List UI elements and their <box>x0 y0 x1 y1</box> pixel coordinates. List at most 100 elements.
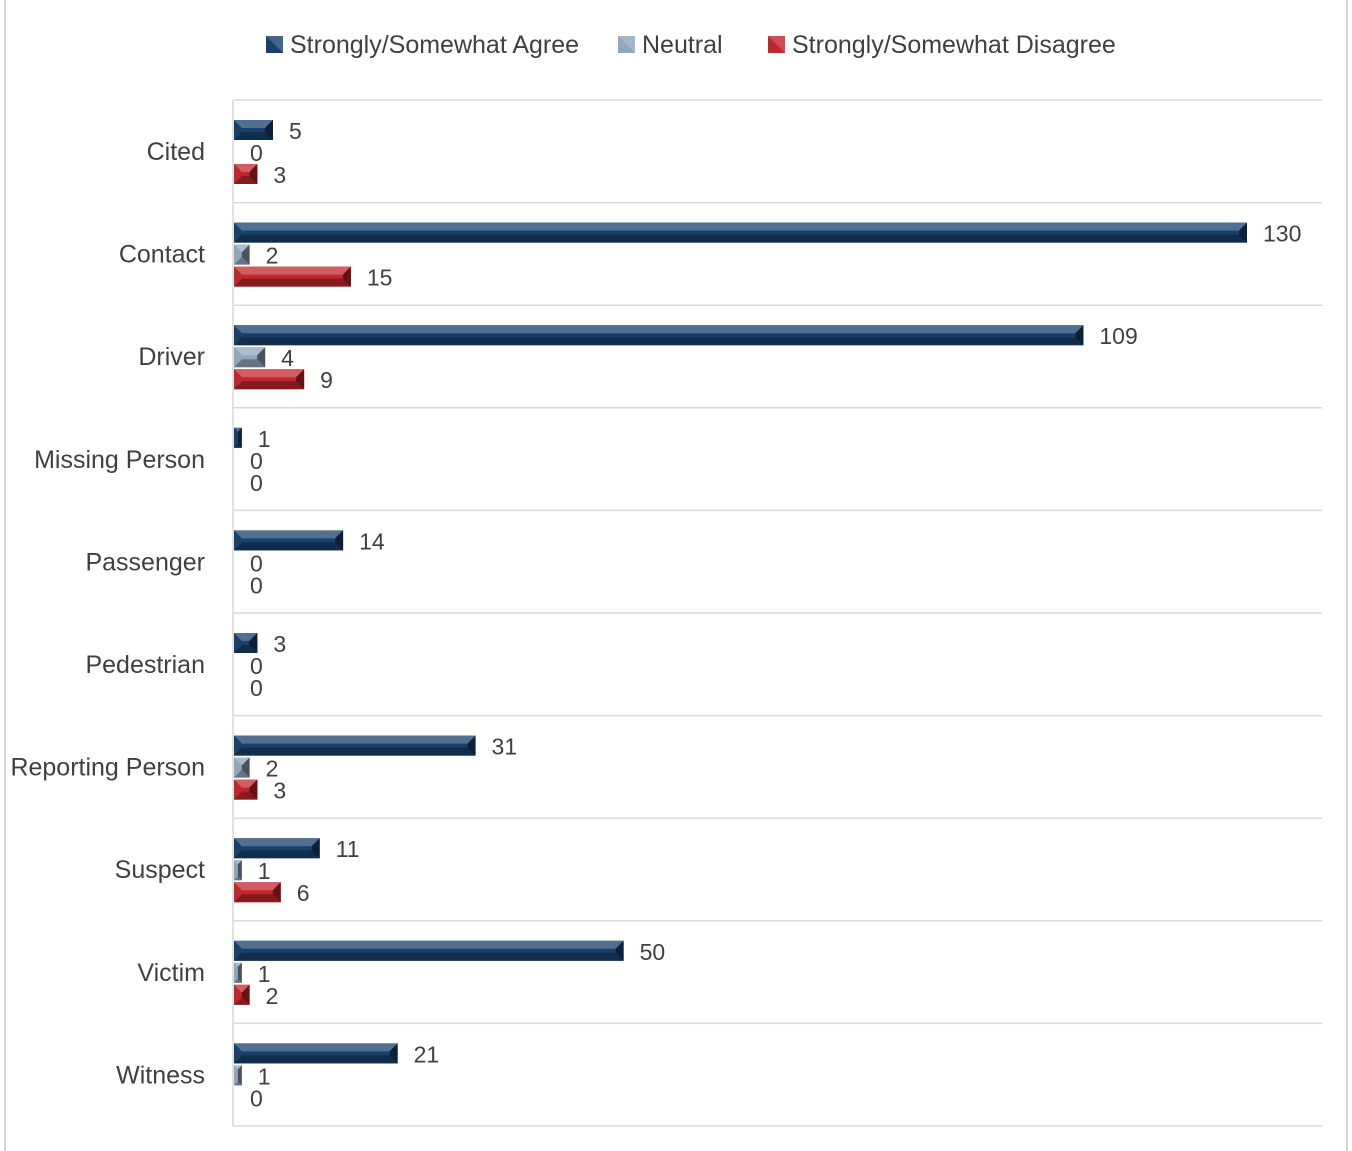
category-label: Suspect <box>115 856 205 884</box>
bar-bevel-bottom <box>234 997 250 1005</box>
bar-bevel-bottom <box>234 645 258 653</box>
bar-bevel-top <box>234 325 1084 334</box>
bar <box>234 369 305 390</box>
bar <box>234 779 258 800</box>
chart-frame: Strongly/Somewhat Agree Neutral Strongly/S… <box>4 0 1348 1151</box>
bar-bevel-right <box>237 427 242 448</box>
bar-bevel-top <box>234 1065 242 1070</box>
bar-bevel-top <box>234 427 242 432</box>
bar-bevel-top <box>234 757 250 766</box>
category-label: Victim <box>137 959 205 987</box>
bar <box>234 962 242 983</box>
data-label: 1 <box>258 961 271 987</box>
category-label: Pedestrian <box>85 651 205 679</box>
bar-bevel-right <box>257 347 266 368</box>
legend-item: Strongly/Somewhat Agree <box>266 31 579 59</box>
data-label: 50 <box>640 939 666 965</box>
bar-bevel-right <box>272 882 281 903</box>
bar-bevel-top <box>234 962 242 967</box>
bar-bevel-right <box>241 244 250 265</box>
bar-bevel-bottom <box>234 132 273 140</box>
data-label: 0 <box>250 653 263 679</box>
data-label: 11 <box>336 836 360 862</box>
bar-bevel-right <box>296 369 305 390</box>
bar-bevel-bottom <box>234 876 242 881</box>
bar-bevel-bottom <box>234 894 281 903</box>
category-label: Witness <box>116 1061 205 1089</box>
bar-bevel-bottom <box>234 542 344 551</box>
bar-bevel-right <box>389 1043 398 1064</box>
category-label: Missing Person <box>34 446 205 474</box>
bar-bevel-top <box>234 633 258 641</box>
data-label: 9 <box>320 367 333 393</box>
bar <box>234 940 624 961</box>
bar-bevel-right <box>241 984 250 1005</box>
bar <box>234 735 476 756</box>
bar <box>234 1065 242 1086</box>
data-label: 15 <box>367 265 393 291</box>
bar-bevel-right <box>342 266 351 287</box>
bar-bevel-right <box>1075 325 1084 346</box>
bar-bevel-bottom <box>234 978 242 983</box>
bar-bevel-top <box>234 984 250 993</box>
category-label: Cited <box>147 138 205 166</box>
bar <box>234 266 351 287</box>
bar-bevel-right <box>467 735 476 756</box>
bar-bevel-bottom <box>234 747 476 756</box>
bar-bevel-top <box>234 244 250 253</box>
data-label: 3 <box>273 162 286 188</box>
bar-bevel-bottom <box>234 443 242 448</box>
category-label: Passenger <box>85 548 205 576</box>
legend-swatch-highlight <box>618 36 635 53</box>
bar-bevel-top <box>234 1043 398 1052</box>
legend-swatch-highlight <box>768 36 785 53</box>
legend-swatch-highlight <box>266 36 283 53</box>
bar-bevel-bottom <box>234 791 258 800</box>
bar <box>234 325 1084 346</box>
bar <box>234 427 242 448</box>
bar-bevel-bottom <box>234 1081 242 1086</box>
bar-bevel-right <box>1239 222 1247 243</box>
bar-bevel-bottom <box>234 952 624 961</box>
data-label: 0 <box>250 550 263 576</box>
bar-bevel-top <box>234 860 242 865</box>
data-label: 2 <box>266 756 279 782</box>
data-label: 5 <box>289 118 302 144</box>
data-label: 109 <box>1099 323 1137 349</box>
bar-bevel-top <box>234 530 344 539</box>
bar-bevel-top <box>234 120 273 128</box>
bar-bevel-bottom <box>234 337 1084 346</box>
bar-bevel-right <box>249 164 258 184</box>
legend-label: Strongly/Somewhat Agree <box>290 31 579 59</box>
bar-bevel-bottom <box>234 769 250 778</box>
bar <box>234 222 1247 243</box>
bar-bevel-top <box>234 838 320 847</box>
data-label: 4 <box>281 345 294 371</box>
bar-bevel-top <box>234 347 266 356</box>
bar <box>234 164 258 184</box>
bar <box>234 984 250 1005</box>
data-label: 1 <box>258 1063 271 1089</box>
bar-bevel-bottom <box>234 176 258 184</box>
bar-bevel-bottom <box>234 1055 398 1064</box>
bar <box>234 530 344 551</box>
bar-bevel-bottom <box>234 234 1247 243</box>
bar <box>234 882 281 903</box>
bar-bevel-top <box>234 164 258 172</box>
data-label: 0 <box>250 140 263 166</box>
bar <box>234 757 250 778</box>
bar-bevel-top <box>234 779 258 788</box>
data-label: 14 <box>359 528 385 554</box>
bar-bevel-right <box>264 120 273 140</box>
bar <box>234 347 266 368</box>
bar-bevel-top <box>234 369 305 378</box>
data-label: 130 <box>1263 221 1301 247</box>
bar-bevel-right <box>241 757 250 778</box>
bar-bevel-top <box>234 940 624 949</box>
category-label: Driver <box>138 343 205 371</box>
data-label: 0 <box>250 572 263 598</box>
data-label: 0 <box>250 448 263 474</box>
bar-bevel-right <box>615 940 624 961</box>
bar-bevel-right <box>237 860 242 881</box>
bar-bevel-bottom <box>234 278 351 287</box>
